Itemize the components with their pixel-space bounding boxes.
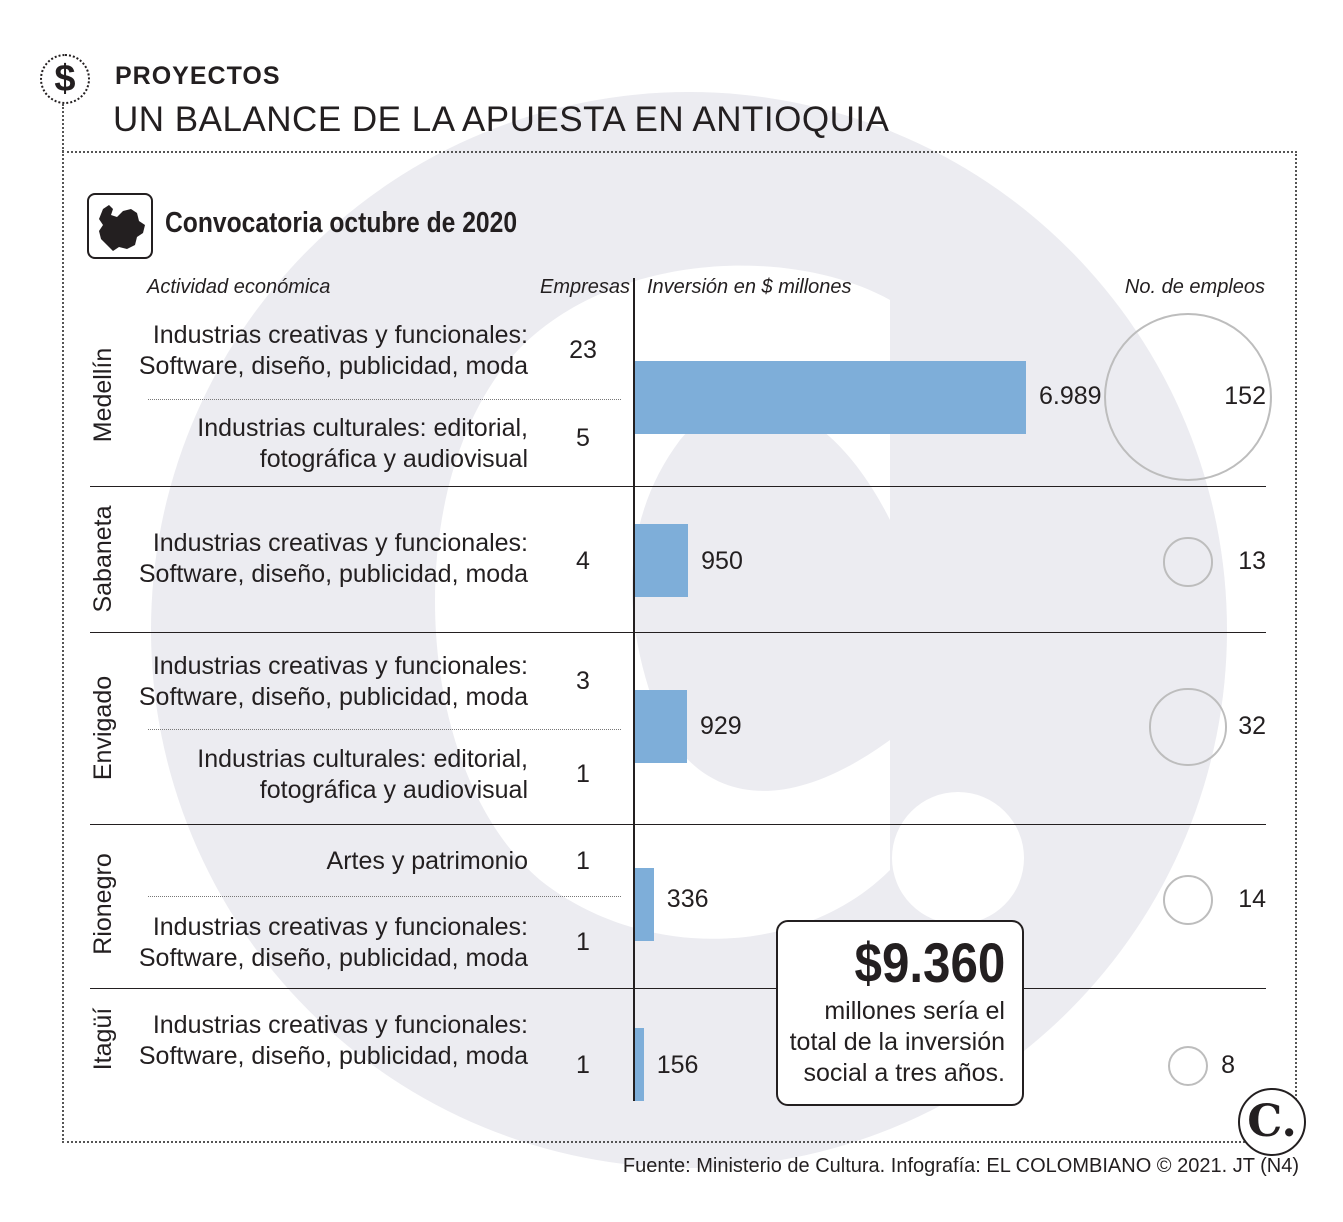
companies-count: 1 [576,1051,590,1079]
activity-label: Industrias creativas y funcionales: Softw… [138,529,528,588]
city-label-envigado: Envigado [89,675,117,781]
bar-rionegro [635,868,654,941]
activity-label: Industrias creativas y funcionales: Softw… [138,652,528,711]
group-separator [90,988,1266,989]
total-callout [776,920,1024,1106]
group-separator [90,632,1266,633]
chart-subtitle: Convocatoria octubre de 2020 [165,207,518,239]
companies-count: 23 [569,336,597,364]
bar-medellín [635,361,1026,434]
el-colombiano-logo: C. [1238,1088,1306,1156]
column-header-investment: Inversión en $ millones [647,276,852,298]
column-header-companies: Empresas [540,276,631,298]
jobs-label: 13 [1238,547,1266,575]
bar-envigado [635,690,687,763]
bar-itagüí [635,1028,644,1101]
bar-value-label: 6.989 [1039,382,1102,410]
activity-label: Industrias culturales: editorial, fotográ… [197,414,528,473]
bar-value-label: 950 [701,547,743,575]
activity-separator [148,729,621,730]
group-separator [90,486,1266,487]
jobs-circle [1168,1046,1208,1086]
bar-sabaneta [635,524,689,597]
jobs-circle [1162,874,1214,926]
activity-label: Industrias culturales: editorial, fotográ… [197,745,528,804]
jobs-circle [1104,313,1272,481]
jobs-label: 14 [1238,885,1266,913]
companies-count: 1 [576,760,590,788]
bar-value-label: 156 [656,1051,699,1079]
companies-count: 3 [576,667,590,695]
activity-label: Artes y patrimonio [326,847,528,875]
companies-count: 1 [576,847,590,875]
activity-separator [148,896,621,897]
total-amount: $9.360 [854,931,1005,994]
dollar-icon: $ [40,54,90,104]
activity-label: Industrias creativas y funcionales: Softw… [138,913,528,972]
section-kicker: PROYECTOS [115,62,281,90]
jobs-circle [1149,688,1227,766]
total-description: millones sería el total de la inversión so… [789,997,1005,1087]
header-dotted-connector [62,104,64,152]
bar-value-label: 929 [699,712,742,740]
jobs-label: 152 [1224,382,1266,410]
column-header-jobs: No. de empleos [1124,276,1265,298]
group-separator [90,824,1266,825]
jobs-label: 8 [1221,1051,1235,1079]
companies-count: 5 [576,424,590,452]
infographic-frame [62,151,1297,1143]
activity-label: Industrias creativas y funcionales: Softw… [138,321,528,380]
companies-count: 1 [576,928,590,956]
jobs-label: 32 [1238,712,1266,740]
jobs-circle [1163,537,1213,587]
bar-value-label: 336 [666,885,709,913]
activity-label: Industrias creativas y funcionales: Softw… [138,1011,528,1070]
source-credit: Fuente: Ministerio de Cultura. Infografí… [622,1155,1299,1177]
companies-count: 4 [576,547,590,575]
activity-separator [148,399,621,400]
city-label-itagui: Itagüí [89,1007,117,1071]
column-header-activity: Actividad económica [147,276,331,298]
bar-axis [633,278,635,1101]
page-title: UN BALANCE DE LA APUESTA EN ANTIOQUIA [113,100,890,139]
antioquia-map-icon [87,193,153,259]
